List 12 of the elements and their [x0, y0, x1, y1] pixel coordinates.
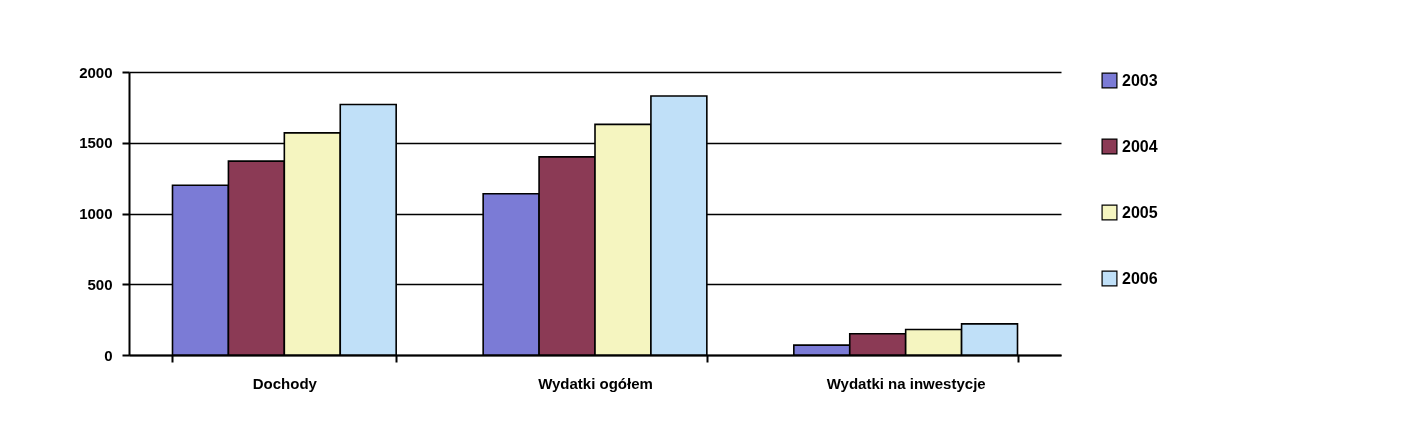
legend-label: 2006 — [1122, 269, 1158, 287]
x-tick-label: Wydatki ogółem — [538, 374, 653, 392]
legend-label: 2005 — [1122, 203, 1158, 221]
legend-label: 2004 — [1122, 137, 1158, 155]
y-tick-label: 0 — [104, 346, 113, 364]
y-tick-label: 1000 — [79, 205, 113, 222]
x-tick-label: Dochody — [252, 374, 318, 392]
x-tick-label: Wydatki na inwestycje — [826, 374, 986, 392]
y-tick-label: 2000 — [79, 63, 113, 81]
y-tick-label: 1500 — [79, 134, 113, 152]
legend-label: 2003 — [1122, 71, 1158, 89]
y-tick-label: 500 — [87, 275, 113, 293]
